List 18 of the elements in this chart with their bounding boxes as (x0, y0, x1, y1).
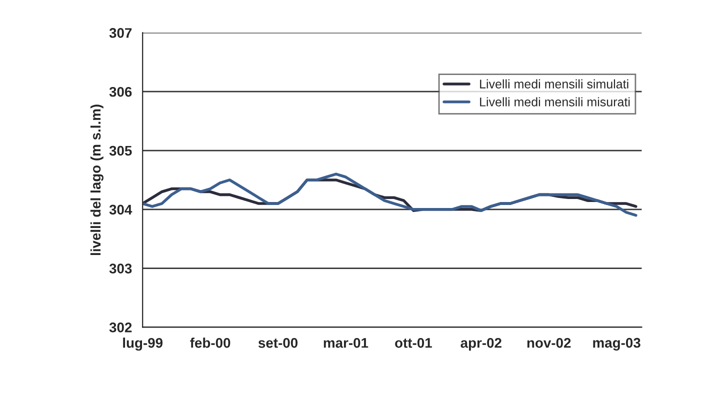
legend-label: Livelli medi mensili simulati (480, 79, 628, 88)
y-tick-label: 305 (109, 146, 132, 156)
x-tick-label: feb-00 (190, 338, 230, 348)
x-tick-label: apr-02 (460, 338, 502, 351)
y-tick-label: 304 (109, 204, 132, 215)
x-tick-label: lug-99 (123, 338, 163, 351)
x-tick-label: nov-02 (527, 338, 571, 348)
y-axis-title: livelli del lago (m s.l.m) (90, 104, 104, 256)
line-series (142, 172, 638, 217)
y-tick-label: 302 (109, 322, 132, 332)
x-tick-label: ott-01 (395, 338, 432, 348)
x-tick-label: mag-03 (593, 338, 640, 351)
y-tick-label: 306 (109, 86, 132, 97)
y-tick-label: 307 (109, 28, 132, 38)
x-tick-label: mar-01 (324, 338, 368, 348)
x-tick-label: set-00 (258, 338, 298, 348)
legend-label: Livelli medi mensili misurati (480, 97, 630, 106)
y-tick-label: 303 (109, 264, 132, 274)
